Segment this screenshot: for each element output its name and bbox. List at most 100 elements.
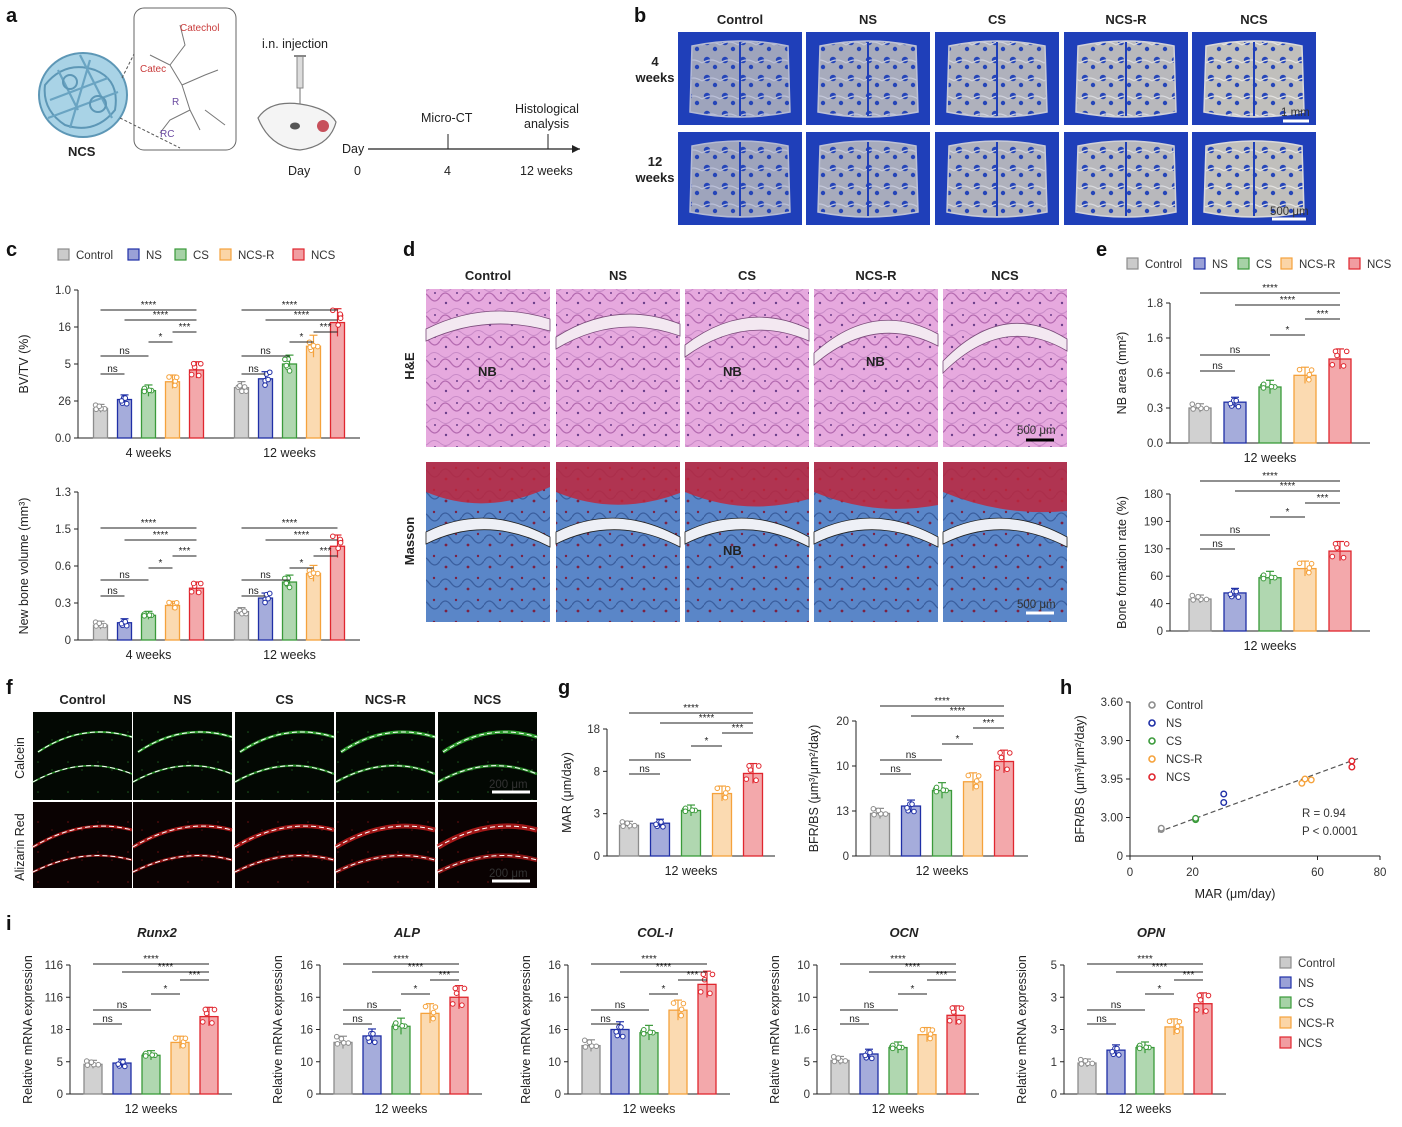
panel-i-runx2-data-point xyxy=(182,1035,189,1042)
he-gap-control xyxy=(425,310,551,342)
panel-c-legend-swatch-ns xyxy=(127,248,140,261)
panel-e-top-ytick-label: 0.3 xyxy=(1147,403,1163,415)
panel-i-col-i-data-point xyxy=(647,1029,654,1036)
panel-e-bottom-data-point xyxy=(1227,591,1234,598)
panel-e-top-data-point xyxy=(1189,401,1196,407)
panel-c-top-data-point xyxy=(173,374,180,381)
panel-e-legend-swatch-control xyxy=(1126,257,1139,270)
panel-i-ocn-data-point xyxy=(929,1027,936,1033)
panel-e-legend-swatch-cs xyxy=(1237,257,1250,270)
panel-b-row-label-4-weeks-num: 4 xyxy=(651,54,659,69)
panel-letter-f: f xyxy=(6,677,13,699)
panel-h-legend-marker-control xyxy=(1148,701,1156,709)
panel-h-legend-label-control: Control xyxy=(1166,700,1203,712)
ncs-label: NCS xyxy=(68,144,96,159)
panel-c-top-ytick-label: 5 xyxy=(65,359,71,371)
panel-i-col-i-data-point xyxy=(593,1043,600,1050)
panel-c-bottom-data-point xyxy=(262,599,268,606)
panel-i-alp-data-point xyxy=(345,1040,352,1046)
panel-h-legend-marker-ncs-r xyxy=(1148,755,1156,763)
he-image-ncs-r xyxy=(814,289,938,447)
panel-c-bottom-data-point xyxy=(172,604,178,611)
panel-c-bottom-data-point xyxy=(122,618,129,625)
panel-i-gene-title-runx2: Runx2 xyxy=(137,925,178,940)
panel-letter-d: d xyxy=(403,239,415,261)
panel-i-alp-data-point xyxy=(333,1033,340,1040)
panel-b-col-header-ns: NS xyxy=(859,12,877,27)
calcein-dash-1-ns xyxy=(137,731,233,753)
panel-a: NCS Catechol Catec RC R i.n. injection D… xyxy=(38,7,580,178)
panel-c-top-ytick-label: 16 xyxy=(58,322,71,334)
panel-h-legend-marker-ns xyxy=(1148,719,1156,727)
panel-c-top-data-point xyxy=(96,403,103,410)
syringe-icon xyxy=(294,55,306,108)
panel-h-legend-label-ns: NS xyxy=(1166,718,1182,730)
panel-g-left-data-point xyxy=(620,823,626,829)
panel-g-right-ytick-label: 20 xyxy=(836,716,849,728)
panel-f-row-label-calcein: Calcein xyxy=(13,737,27,779)
panel-e-top-data-point xyxy=(1268,383,1275,390)
panel-i-alp-ytick-label: 0 xyxy=(307,1089,313,1101)
panel-i-runx2-ytick-label: 5 xyxy=(57,1057,63,1069)
panel-c-bottom-sig-label: *** xyxy=(320,546,332,557)
panel-i-ocn-bar-ncs-r-0 xyxy=(917,1034,937,1095)
panel-g-left-sig-label: *** xyxy=(732,723,744,734)
panel-e-top-data-point xyxy=(1203,405,1210,412)
panel-g-right-sig-label: **** xyxy=(950,706,966,717)
panel-i-alp-data-point xyxy=(461,985,468,992)
panel-i-opn-data-point xyxy=(1176,1018,1183,1025)
panel-i-legend-swatch-ns xyxy=(1279,976,1292,989)
panel-g-right-ytick-label: 0 xyxy=(843,851,849,863)
panel-e-bottom-bar-cs-0 xyxy=(1258,577,1282,632)
panel-h-ytick-label: 3.00 xyxy=(1101,813,1123,825)
panel-i-runx2-data-point xyxy=(199,1019,206,1025)
panel-i-runx2-data-point xyxy=(120,1059,126,1065)
alizarin-image-cs xyxy=(235,802,334,888)
panel-g-left-sig-label: ns xyxy=(655,750,666,761)
panel-i-gene-title-ocn: OCN xyxy=(890,925,920,940)
masson-red-region-cs xyxy=(685,462,809,507)
panel-d-nb-label-1: NB xyxy=(723,364,742,379)
calcein-dash-1-cs xyxy=(239,731,335,753)
panel-c-top-data-point xyxy=(188,371,195,378)
panel-i-ocn-data-point xyxy=(830,1053,837,1060)
panel-i-opn-ytick-label: 3 xyxy=(1051,1025,1057,1037)
panel-c-bottom-ytick-label: 1.3 xyxy=(55,487,71,499)
panel-c-top-sig-label: * xyxy=(300,332,304,343)
panel-i-alp-data-point xyxy=(392,1024,399,1031)
panel-letter-g: g xyxy=(558,677,570,699)
alizarin-dash-2-ncs xyxy=(437,855,538,873)
rat-icon xyxy=(257,102,337,151)
panel-h-legend-label-ncs: NCS xyxy=(1166,772,1191,784)
panel-c-top-data-point xyxy=(141,388,148,395)
panel-i-opn-bar-ns-0 xyxy=(1106,1049,1126,1095)
panel-c-top-data-point xyxy=(310,342,317,349)
panel-c-bottom-data-point xyxy=(335,545,341,552)
panel-i-alp-ytick-label: 16 xyxy=(300,992,313,1004)
panel-i-runx2-data-point xyxy=(88,1059,95,1066)
timeline-day-label-top: Day xyxy=(342,142,365,156)
panel-i-alp-bar-ncs-0 xyxy=(449,996,469,1095)
panel-d-col-header-ncs-r: NCS-R xyxy=(855,268,897,283)
panel-h-ylabel: BFR/BS (μm³/μm²/day) xyxy=(1073,715,1087,843)
panel-e-bottom-sig-label: ns xyxy=(1230,525,1241,536)
rc-label: RC xyxy=(160,129,174,140)
panel-i-ocn-data-point xyxy=(869,1055,875,1062)
panel-h-legend-marker-cs xyxy=(1148,737,1156,745)
panel-i-alp-ytick-label: 16 xyxy=(300,960,313,972)
panel-i-legend-label-ns: NS xyxy=(1298,978,1314,990)
panel-e-top-ytick-label: 1.6 xyxy=(1147,333,1163,345)
panel-i-ocn-ytick-label: 1.6 xyxy=(794,1025,810,1037)
panel-g-left-sig-label: ns xyxy=(639,764,650,775)
panel-i-col-i-data-point xyxy=(678,1006,685,1013)
calcein-image-cs xyxy=(235,712,334,800)
microct-label: Micro-CT xyxy=(421,111,473,125)
panel-e-top-sig-label: * xyxy=(1286,325,1290,336)
panel-d-nb-label-0: NB xyxy=(478,364,497,379)
panel-i-opn-data-point xyxy=(1082,1058,1089,1064)
panel-c-top-data-point xyxy=(237,382,243,389)
panel-e-legend-label-ns: NS xyxy=(1212,259,1228,271)
panel-c-bottom-data-point xyxy=(266,590,273,597)
panel-e-bottom-ytick-label: 60 xyxy=(1150,571,1163,583)
